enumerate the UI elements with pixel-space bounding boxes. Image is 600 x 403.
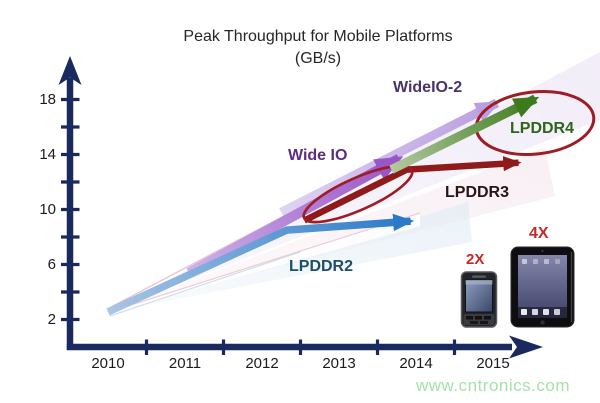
tablet-dock-icon [532, 309, 538, 315]
smartphone-key [484, 316, 491, 320]
tablet-app-icon [522, 259, 527, 264]
chart-subtitle: (GB/s) [130, 50, 506, 68]
tablet-dock-icon [521, 309, 527, 315]
series-label-wideio-2: WideIO-2 [393, 79, 462, 97]
y-axis-tick-label: 6 [24, 255, 56, 275]
smartphone-screen [466, 280, 493, 312]
x-axis-tick-label: 2010 [78, 354, 138, 374]
tablet-app-icon [544, 259, 549, 264]
x-axis-tick-label: 2011 [155, 354, 215, 374]
smartphone-key [480, 321, 488, 324]
tablet-image [511, 247, 574, 327]
smartphone-key [466, 316, 473, 320]
tablet-camera [541, 250, 543, 252]
smartphone-speaker [472, 276, 486, 278]
smartphone-image [462, 272, 497, 327]
tablet-dock-icon [554, 309, 560, 315]
series-label-lpddr3: LPDDR3 [445, 184, 509, 202]
smartphone-statusbar [466, 280, 493, 285]
series-label-lpddr4: LPDDR4 [510, 120, 574, 138]
x-axis-tick-label: 2015 [463, 354, 523, 374]
tablet-app-icon [533, 259, 538, 264]
watermark: www.cntronics.com [416, 376, 570, 396]
multiplier-2x-label: 2X [466, 251, 484, 268]
series-label-wide-io: Wide IO [288, 147, 347, 165]
x-axis-tick-label: 2013 [309, 354, 369, 374]
x-axis-tick-label: 2014 [386, 354, 446, 374]
series-label-lpddr2: LPDDR2 [289, 258, 353, 276]
tablet-app-icon [555, 259, 560, 264]
chart-canvas: Peak Throughput for Mobile Platforms (GB… [0, 0, 600, 403]
y-axis-tick-label: 2 [24, 310, 56, 330]
smartphone-key [475, 316, 482, 320]
tablet-home-button [540, 320, 544, 324]
y-axis-tick-label: 10 [24, 200, 56, 220]
y-axis-tick-label: 18 [24, 90, 56, 110]
smartphone-key [470, 321, 478, 324]
chart-title: Peak Throughput for Mobile Platforms [130, 28, 506, 46]
multiplier-4x-label: 4X [529, 225, 549, 243]
x-axis-tick-label: 2012 [232, 354, 292, 374]
y-axis-tick-label: 14 [24, 145, 56, 165]
tablet-dock-icon [543, 309, 549, 315]
